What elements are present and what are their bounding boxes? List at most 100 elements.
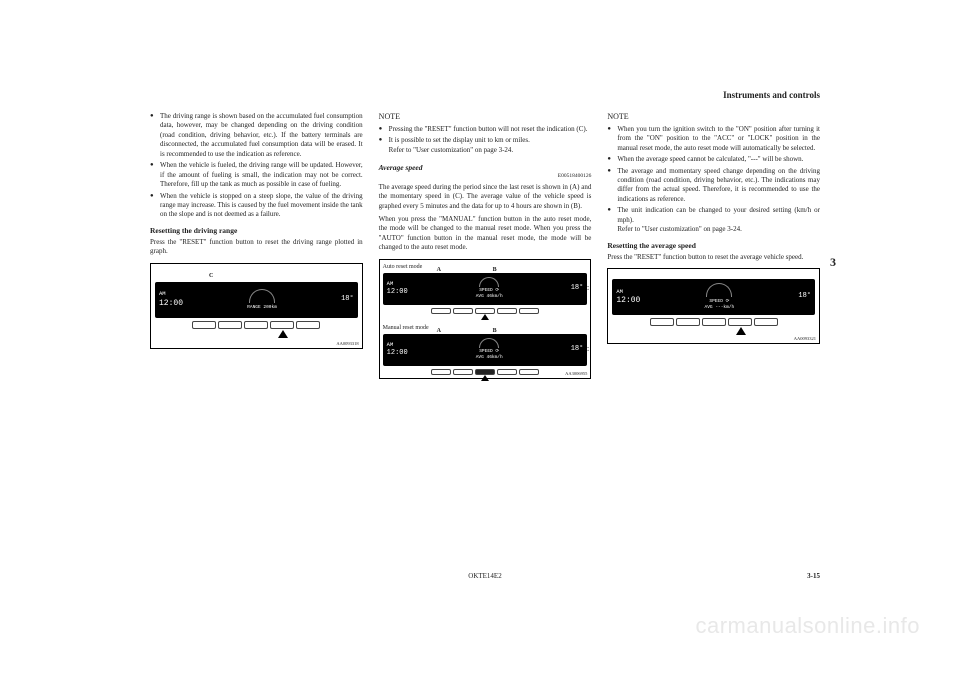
panel-button bbox=[676, 318, 700, 326]
panel-button bbox=[244, 321, 268, 329]
list-item: Pressing the "RESET" function button wil… bbox=[379, 125, 592, 134]
list-item: When the vehicle is fueled, the driving … bbox=[150, 161, 363, 189]
am-label: AM bbox=[616, 288, 640, 295]
panel-button bbox=[475, 308, 495, 314]
fig-caption-manual: Manual reset mode bbox=[383, 324, 588, 332]
speed-label: SPEED ⟳ bbox=[709, 299, 729, 304]
panel-button bbox=[497, 308, 517, 314]
time-label: 12:00 bbox=[159, 299, 183, 310]
note-ref: Refer to "User customization" on page 3-… bbox=[617, 225, 820, 234]
button-row bbox=[383, 308, 588, 314]
watermark-text: carmanualsonline.info bbox=[695, 613, 920, 639]
button-row bbox=[612, 318, 815, 326]
auto-panel-wrap: A B C AM 12:00 SPEED ⟳ AVG 46km/h bbox=[383, 273, 588, 314]
column-layout: The driving range is shown based on the … bbox=[150, 112, 820, 385]
display-panel: AM 12:00 RANGE 200km 18° bbox=[155, 282, 358, 318]
gauge-icon bbox=[706, 283, 732, 297]
page-header: Instruments and controls bbox=[150, 90, 820, 104]
am-label: AM bbox=[159, 290, 183, 297]
panel-button bbox=[296, 321, 320, 329]
list-item-text: The unit indication can be changed to yo… bbox=[617, 206, 820, 223]
col3-reset-body: Press the "RESET" function button to res… bbox=[607, 253, 820, 262]
display-panel-manual: AM 12:00 SPEED ⟳ AVG 46km/h 18° bbox=[383, 334, 588, 366]
panel-button-dark bbox=[475, 369, 495, 375]
am-label: AM bbox=[387, 280, 408, 287]
pointer-c: C bbox=[209, 272, 213, 280]
panel-button bbox=[431, 369, 451, 375]
arrow-up-icon bbox=[481, 375, 489, 381]
panel-button bbox=[702, 318, 726, 326]
avg-value: AVG 46km/h bbox=[476, 294, 503, 299]
display-center: RANGE 200km bbox=[183, 289, 341, 311]
list-item: It is possible to set the display unit t… bbox=[379, 136, 592, 155]
col3-figure: AM 12:00 SPEED ⟳ AVG ---km/h 18° bbox=[607, 268, 820, 344]
footer-center: OKTE14E2 bbox=[468, 572, 501, 580]
display-center: SPEED ⟳ AVG ---km/h bbox=[640, 283, 798, 311]
page-footer: OKTE14E2 3-15 bbox=[150, 572, 820, 580]
am-label: AM bbox=[387, 341, 408, 348]
col1-bullets: The driving range is shown based on the … bbox=[150, 112, 363, 220]
panel-button bbox=[270, 321, 294, 329]
note-label: NOTE bbox=[607, 112, 820, 123]
avg-body1: The average speed during the period sinc… bbox=[379, 183, 592, 211]
range-label: RANGE bbox=[247, 305, 261, 310]
arrow-up-icon bbox=[481, 314, 489, 320]
list-item: The average and momentary speed change d… bbox=[607, 167, 820, 205]
gauge-icon bbox=[479, 338, 499, 348]
gauge-icon bbox=[249, 289, 275, 303]
fig-caption-auto: Auto reset mode bbox=[383, 263, 588, 271]
col1-figure: C AM 12:00 RANGE 200km 18° bbox=[150, 263, 363, 349]
avg-value: AVG ---km/h bbox=[705, 305, 735, 310]
temp-label: 18° bbox=[798, 292, 811, 301]
list-item: The unit indication can be changed to yo… bbox=[607, 206, 820, 234]
col1-reset-heading: Resetting the driving range bbox=[150, 226, 363, 236]
column-1: The driving range is shown based on the … bbox=[150, 112, 363, 385]
col1-reset-body: Press the "RESET" function button to res… bbox=[150, 238, 363, 257]
arrow-up-icon bbox=[278, 330, 288, 338]
panel-button bbox=[453, 308, 473, 314]
panel-button bbox=[650, 318, 674, 326]
display-center: SPEED ⟳ AVG 46km/h bbox=[408, 277, 571, 300]
panel-button bbox=[218, 321, 242, 329]
temp-label: 18° bbox=[341, 295, 354, 304]
range-value: 200km bbox=[263, 305, 277, 310]
list-item: When the average speed cannot be calcula… bbox=[607, 155, 820, 164]
display-panel-auto: AM 12:00 SPEED ⟳ AVG 46km/h 18° bbox=[383, 273, 588, 305]
note-label: NOTE bbox=[379, 112, 592, 123]
list-item: When you turn the ignition switch to the… bbox=[607, 125, 820, 153]
col3-reset-heading: Resetting the average speed bbox=[607, 241, 820, 251]
manual-panel-wrap: A B C AM 12:00 SPEED ⟳ AVG 46km/h bbox=[383, 334, 588, 375]
avg-body2: When you press the "MANUAL" function but… bbox=[379, 215, 592, 253]
chapter-tab: 3 bbox=[824, 250, 842, 274]
col3-note-bullets: When you turn the ignition switch to the… bbox=[607, 125, 820, 235]
panel-button bbox=[431, 308, 451, 314]
column-3: NOTE When you turn the ignition switch t… bbox=[607, 112, 820, 385]
avg-speed-heading: Average speed bbox=[379, 163, 592, 173]
note-ref: Refer to "User customization" on page 3-… bbox=[389, 146, 592, 155]
speed-label: SPEED ⟳ bbox=[479, 288, 499, 293]
button-row bbox=[383, 369, 588, 375]
list-item-text: It is possible to set the display unit t… bbox=[389, 136, 530, 144]
display-panel: AM 12:00 SPEED ⟳ AVG ---km/h 18° bbox=[612, 279, 815, 315]
figure-code: AA0093318 bbox=[336, 341, 358, 347]
manual-page: Instruments and controls The driving ran… bbox=[150, 90, 820, 580]
speed-label: SPEED ⟳ bbox=[479, 349, 499, 354]
panel-button bbox=[519, 308, 539, 314]
time-label: 12:00 bbox=[616, 296, 640, 307]
panel-button bbox=[497, 369, 517, 375]
panel-button bbox=[728, 318, 752, 326]
display-left: AM 12:00 bbox=[387, 280, 408, 298]
time-label: 12:00 bbox=[387, 288, 408, 297]
panel-button bbox=[754, 318, 778, 326]
col2-figure: Auto reset mode A B C AM 12:00 SPEED ⟳ A bbox=[379, 259, 592, 379]
avg-speed-code: E00518400126 bbox=[379, 173, 592, 180]
display-center: SPEED ⟳ AVG 46km/h bbox=[408, 338, 571, 361]
display-left: AM 12:00 bbox=[387, 341, 408, 359]
list-item: When the vehicle is stopped on a steep s… bbox=[150, 192, 363, 220]
footer-right: 3-15 bbox=[807, 572, 820, 580]
button-row bbox=[155, 321, 358, 329]
avg-value: AVG 46km/h bbox=[476, 355, 503, 360]
time-label: 12:00 bbox=[387, 349, 408, 358]
temp-label: 18° bbox=[571, 284, 584, 293]
gauge-icon bbox=[479, 277, 499, 287]
